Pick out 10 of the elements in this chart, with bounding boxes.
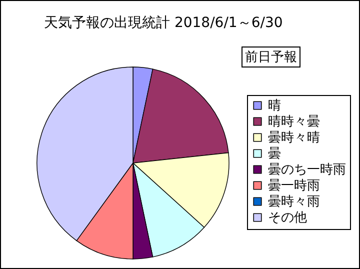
legend-label: 曇時々雨 <box>268 194 320 210</box>
legend-label: 晴 <box>268 98 281 114</box>
legend-label: その他 <box>268 210 307 226</box>
legend-label: 曇のち一時雨 <box>268 162 346 178</box>
legend-label: 晴時々曇 <box>268 114 320 130</box>
legend-label: 曇一時雨 <box>268 178 320 194</box>
legend-label: 曇時々晴 <box>268 130 320 146</box>
chart-title: 天気予報の出現統計 2018/6/1～6/30 <box>44 15 283 31</box>
text: 前日予報 <box>245 50 297 65</box>
legend-label: 曇 <box>268 146 281 162</box>
